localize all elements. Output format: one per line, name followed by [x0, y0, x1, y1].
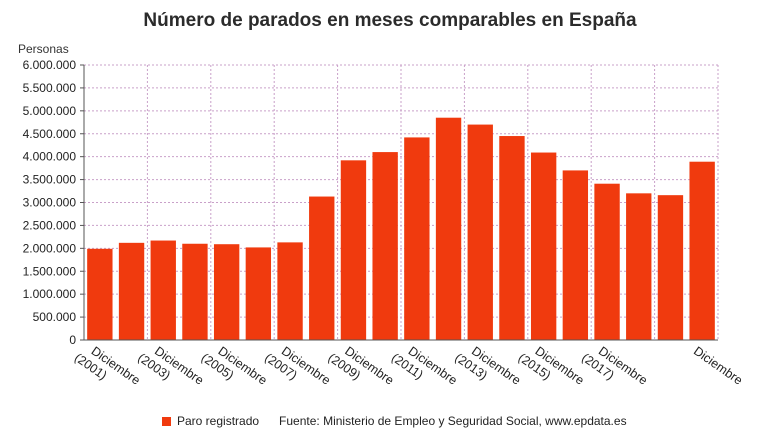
- source-note: Fuente: Ministerio de Empleo y Seguridad…: [279, 414, 627, 428]
- chart-title: Número de parados en meses comparables e…: [143, 10, 637, 31]
- bar-diciembre-2016[interactable]: [562, 170, 589, 340]
- axis-layer: [80, 64, 718, 341]
- bar-diciembre-2009[interactable]: [340, 160, 367, 340]
- y-tick-label: 2.000.000: [23, 241, 77, 255]
- x-tick-label: Diciembre(2009): [325, 344, 396, 388]
- bar-diciembre-2013[interactable]: [467, 124, 493, 340]
- bar-diciembre-2003[interactable]: [150, 240, 176, 340]
- bar-diciembre-2005[interactable]: [213, 244, 240, 340]
- bar-diciembre-2014[interactable]: [499, 136, 525, 340]
- bar-diciembre-2017[interactable]: [594, 183, 620, 340]
- x-tick-label: Diciembre(2001): [72, 344, 143, 388]
- bar-diciembre-2007[interactable]: [277, 242, 303, 340]
- bar-diciembre-2006[interactable]: [245, 247, 272, 340]
- y-tick-label: 2.500.000: [23, 218, 77, 232]
- bar-diciembre-2012[interactable]: [435, 117, 462, 340]
- y-tick-label: 3.000.000: [23, 196, 77, 210]
- x-tick-label: Diciembre: [691, 344, 745, 388]
- y-tick-label: 4.500.000: [23, 127, 77, 141]
- x-tick-label: Diciembre(2013): [452, 344, 523, 388]
- bar-diciembre[interactable]: [689, 161, 715, 340]
- bar-layer: [87, 117, 715, 340]
- y-tick-label: 1.000.000: [23, 287, 77, 301]
- x-tick-label: Diciembre(2003): [135, 344, 206, 388]
- x-tick-label: Diciembre(2005): [199, 344, 270, 388]
- y-tick-label: 4.000.000: [23, 150, 77, 164]
- x-tick-label: Diciembre(2015): [516, 344, 587, 388]
- y-tick-label: 5.000.000: [23, 104, 77, 118]
- bar-diciembre-2001[interactable]: [87, 248, 113, 340]
- y-tick-label: 1.500.000: [23, 264, 77, 278]
- bar-diciembre-2008[interactable]: [309, 196, 335, 340]
- x-tick-label-line1: Diciembre: [691, 344, 745, 388]
- y-tick-labels: 0 500.000 1.000.000 1.500.000 2.000.000 2.500…: [23, 58, 77, 347]
- bar-diciembre-2019[interactable]: [657, 195, 684, 340]
- y-tick-label: 5.500.000: [23, 81, 77, 95]
- y-tick-label: 500.000: [33, 310, 77, 324]
- bar-diciembre-2010[interactable]: [372, 152, 398, 340]
- bar-diciembre-2011[interactable]: [404, 137, 430, 340]
- bar-diciembre-2015[interactable]: [530, 152, 557, 340]
- bar-diciembre-2002[interactable]: [118, 242, 145, 340]
- x-tick-labels: Diciembre(2001) Diciembre(2003) Diciembre(…: [72, 344, 745, 388]
- bar-diciembre-2018[interactable]: [626, 193, 652, 340]
- y-axis-label: Personas: [18, 42, 69, 56]
- y-tick-label: 0: [69, 333, 76, 347]
- legend-label: Paro registrado: [177, 414, 260, 428]
- grid-layer: [84, 64, 719, 341]
- y-tick-label: 6.000.000: [23, 58, 77, 72]
- legend: Paro registrado Fuente: Ministerio de Em…: [162, 414, 627, 428]
- x-tick-label: Diciembre(2017): [579, 344, 650, 388]
- legend-swatch: [162, 416, 171, 426]
- x-tick-label: Diciembre(2007): [262, 344, 333, 388]
- x-tick-label: Diciembre(2011): [389, 344, 460, 388]
- y-tick-label: 3.500.000: [23, 173, 77, 187]
- bar-diciembre-2004[interactable]: [182, 243, 208, 340]
